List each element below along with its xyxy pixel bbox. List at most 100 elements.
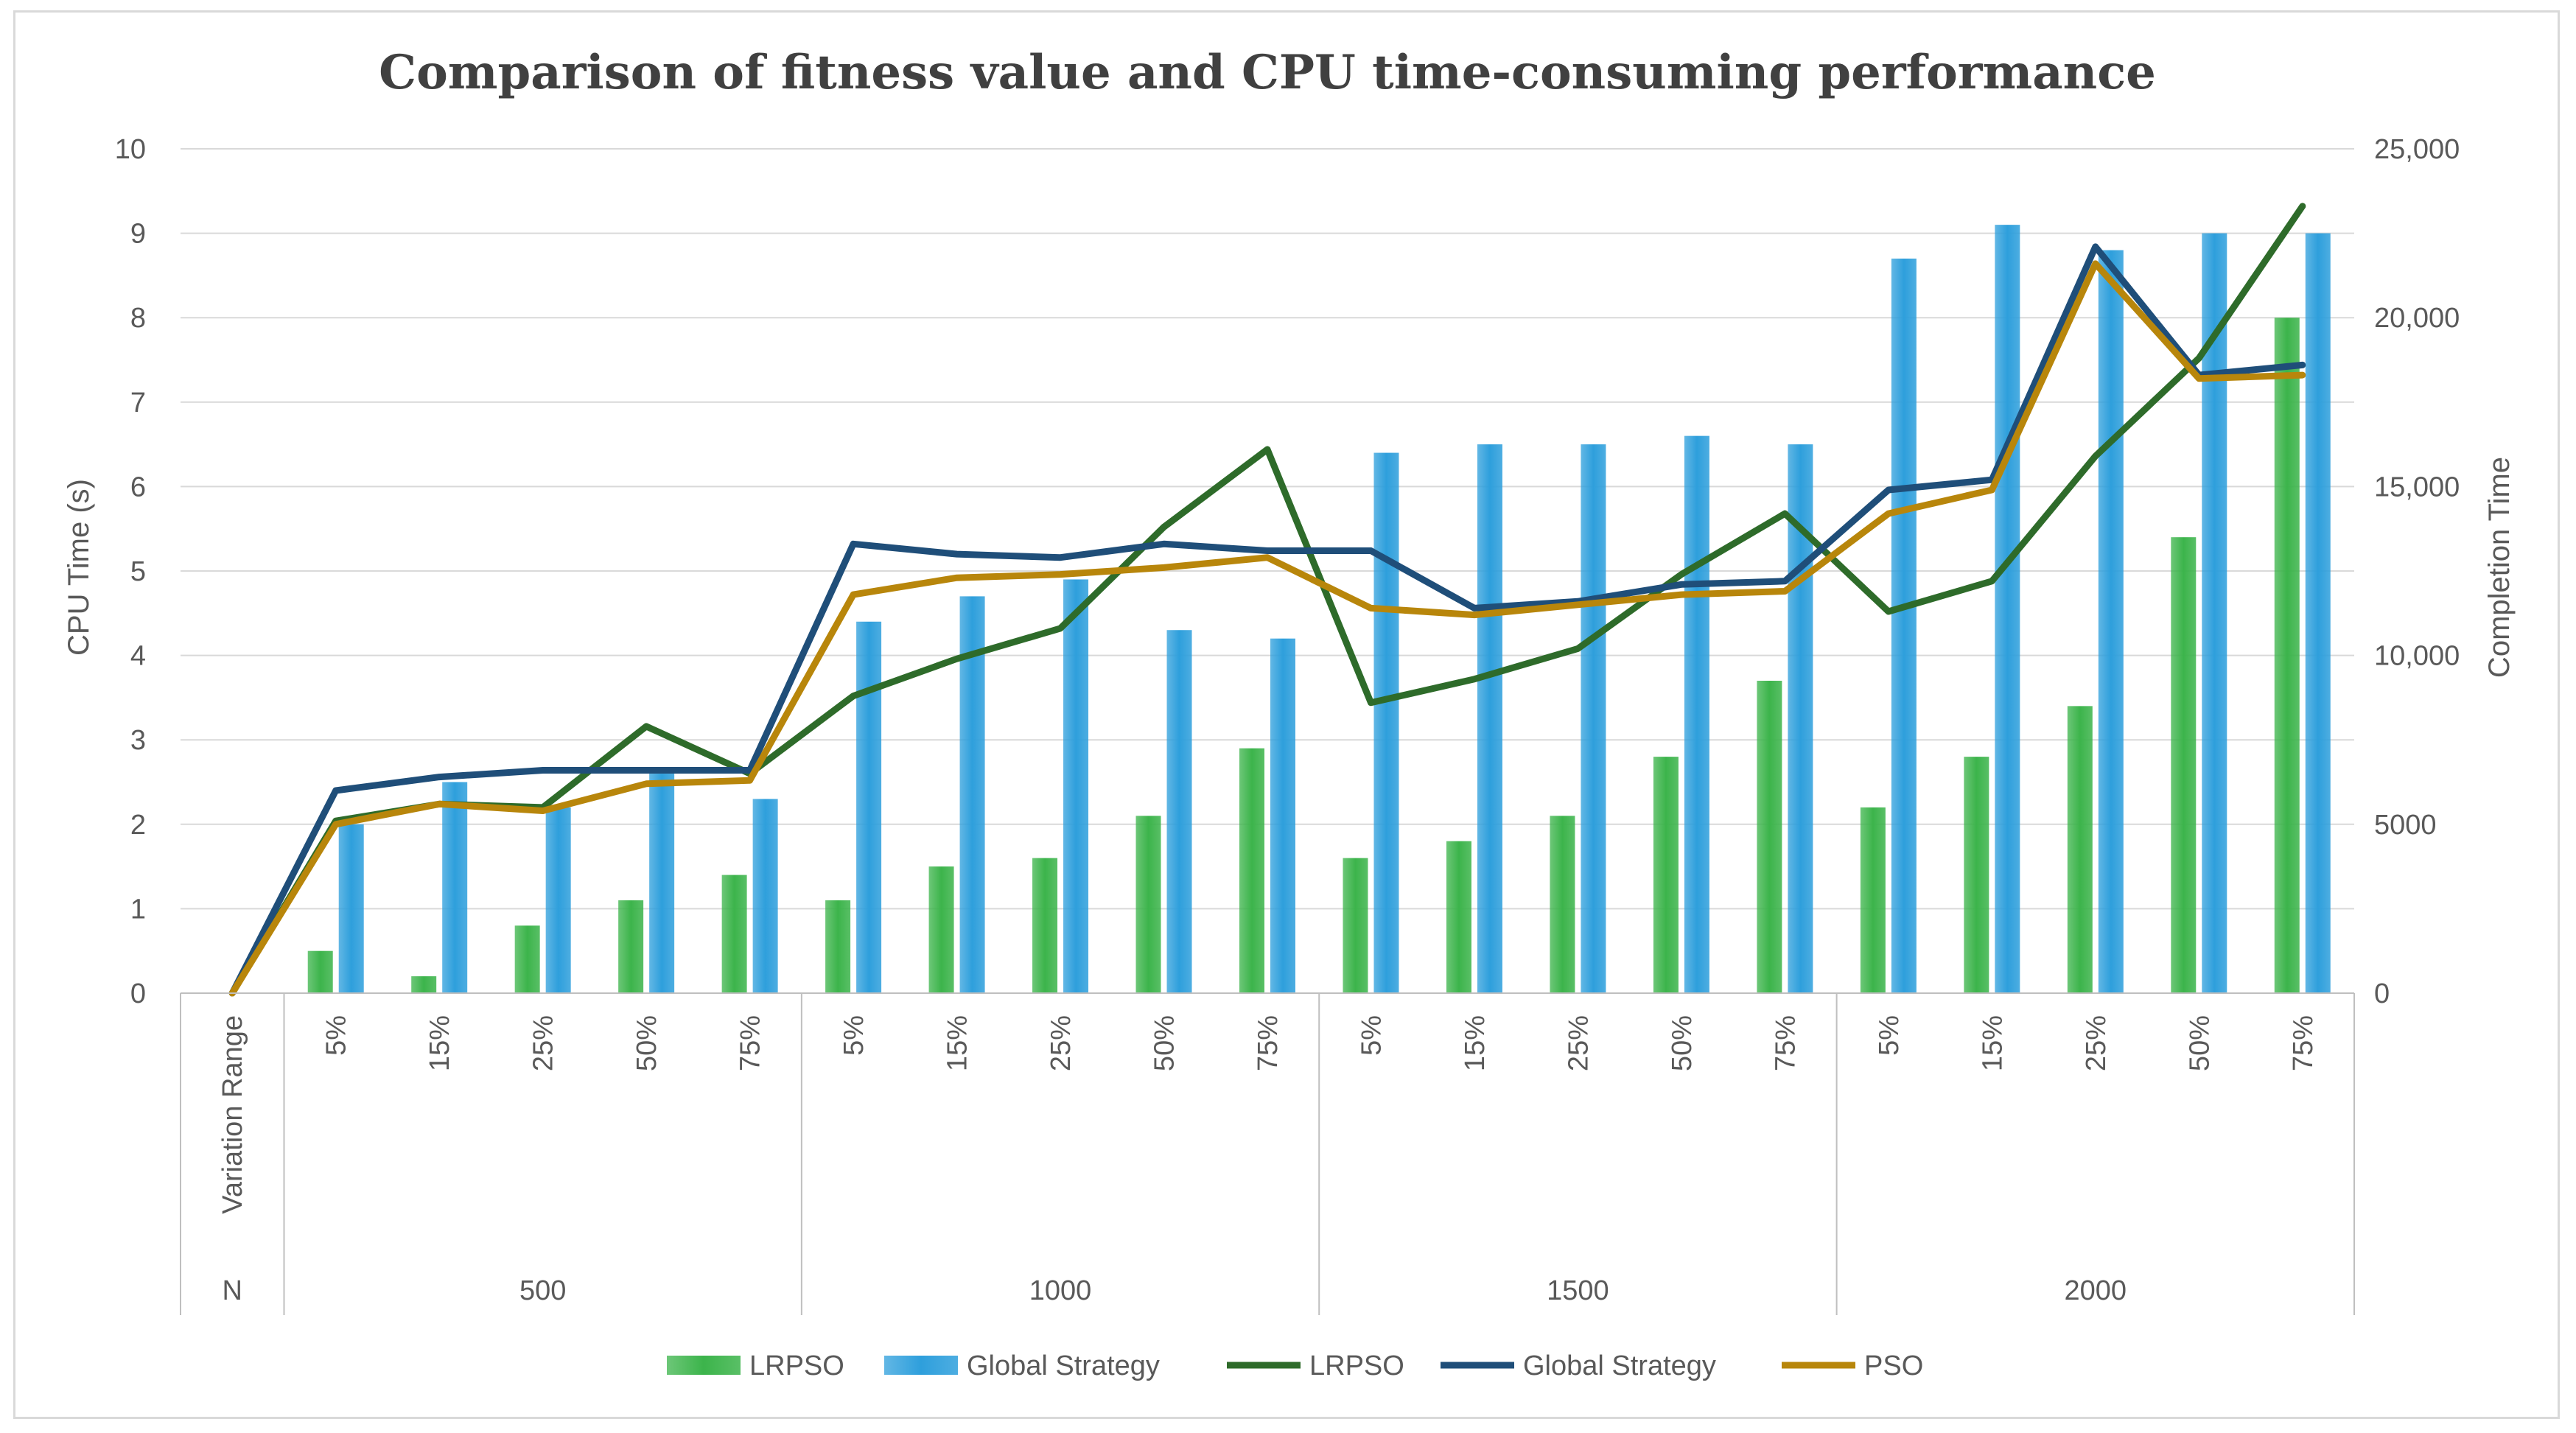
bar-global-strategy bbox=[1891, 258, 1917, 994]
line-global-strategy bbox=[228, 243, 2306, 997]
bar-lrpso bbox=[928, 866, 954, 993]
legend-swatch-bar-global-strategy bbox=[884, 1356, 958, 1375]
bar-lrpso bbox=[1032, 858, 1058, 993]
bar-lrpso bbox=[307, 950, 333, 993]
bar-lrpso bbox=[2274, 318, 2300, 993]
x-subcategory-label: 5% bbox=[839, 1015, 869, 1056]
bar-lrpso bbox=[1239, 748, 1264, 993]
x-subcategory-label: 25% bbox=[2081, 1015, 2112, 1071]
bar-lrpso bbox=[1550, 816, 1575, 993]
y-axis-right-label: Completion Time bbox=[2483, 457, 2516, 678]
bar-lrpso bbox=[1964, 757, 1989, 993]
bar-lrpso bbox=[2171, 537, 2197, 993]
y-left-tick-label: 2 bbox=[130, 810, 146, 841]
bar-global-strategy bbox=[1995, 225, 2020, 993]
y-left-tick-label: 1 bbox=[130, 894, 146, 925]
bar-global-strategy bbox=[545, 807, 571, 993]
x-subcategory-label: 5% bbox=[1356, 1015, 1387, 1056]
x-subcategory-label: 50% bbox=[2184, 1015, 2215, 1071]
x-subcategory-label: 15% bbox=[942, 1015, 973, 1071]
bar-lrpso bbox=[2067, 706, 2093, 993]
y-right-tick-label: 25,000 bbox=[2374, 134, 2460, 165]
bar-global-strategy bbox=[1477, 444, 1502, 993]
bar-lrpso bbox=[1135, 816, 1161, 993]
y-left-tick-label: 9 bbox=[130, 219, 146, 250]
bar-global-strategy bbox=[2098, 250, 2124, 993]
x-subcategory-label: 5% bbox=[321, 1015, 352, 1056]
bar-global-strategy bbox=[1684, 435, 1709, 993]
legend-label: Global Strategy bbox=[967, 1350, 1160, 1381]
x-subcategory-label: 15% bbox=[1977, 1015, 2008, 1071]
y-left-tick-label: 6 bbox=[130, 472, 146, 502]
x-axis-categories: Variation Range N 5% 15% 25% 50% 75% 500 5% 15% 25… bbox=[180, 992, 2355, 1315]
bar-global-strategy bbox=[442, 782, 468, 993]
bar-global-strategy bbox=[2305, 233, 2331, 994]
y-left-tick-label: 5 bbox=[130, 556, 146, 587]
bar-global-strategy bbox=[649, 774, 675, 993]
legend-label: LRPSO bbox=[1309, 1350, 1404, 1381]
bar-lrpso bbox=[618, 900, 644, 993]
legend-label: PSO bbox=[1864, 1350, 1923, 1381]
x-subcategory-label: 75% bbox=[1253, 1015, 1284, 1071]
y-right-tick-label: 20,000 bbox=[2374, 303, 2460, 334]
bar-lrpso bbox=[825, 900, 851, 993]
x-subcategory-label: 50% bbox=[631, 1015, 662, 1071]
bar-global-strategy bbox=[1373, 452, 1399, 993]
bar-global-strategy bbox=[338, 824, 364, 993]
bar-lrpso bbox=[1757, 680, 1782, 993]
y-right-tick-label: 15,000 bbox=[2374, 472, 2460, 502]
y-axis-left-label: CPU Time (s) bbox=[63, 479, 95, 656]
line-series-group bbox=[228, 203, 2306, 997]
y-left-tick-label: 7 bbox=[130, 388, 146, 418]
x-level1-header: Variation Range bbox=[217, 1015, 248, 1214]
bar-global-strategy bbox=[856, 621, 882, 993]
y-left-tick-label: 0 bbox=[130, 978, 146, 1009]
x-group-label: 500 bbox=[519, 1275, 566, 1306]
legend-label: LRPSO bbox=[749, 1350, 844, 1381]
x-subcategory-label: 15% bbox=[1460, 1015, 1491, 1071]
x-subcategory-label: 75% bbox=[2288, 1015, 2319, 1071]
bar-global-strategy bbox=[1581, 444, 1606, 993]
x-subcategory-label: 50% bbox=[1149, 1015, 1180, 1071]
gridlines bbox=[181, 148, 2354, 994]
y-left-tick-label: 8 bbox=[130, 303, 146, 334]
y-right-tick-label: 0 bbox=[2374, 978, 2390, 1009]
y-left-tick-label: 3 bbox=[130, 725, 146, 756]
bar-lrpso bbox=[514, 925, 540, 993]
axes-group: 0 1 2 3 4 5 6 7 8 9 10 0 5000 10,000 15,000 20,000 25,00… bbox=[115, 134, 2460, 1009]
bar-series-group bbox=[307, 225, 2331, 994]
x-group-label: 2000 bbox=[2065, 1275, 2127, 1306]
x-subcategory-label: 50% bbox=[1667, 1015, 1698, 1071]
y-right-tick-label: 10,000 bbox=[2374, 641, 2460, 672]
y-right-tick-label: 5000 bbox=[2374, 810, 2437, 841]
bar-global-strategy bbox=[959, 596, 985, 993]
x-subcategory-label: 15% bbox=[424, 1015, 455, 1071]
y-left-tick-label: 4 bbox=[130, 641, 146, 672]
bar-global-strategy bbox=[1270, 638, 1295, 993]
legend: LRPSO Global Strategy LRPSO Global Strategy… bbox=[667, 1350, 1923, 1381]
x-subcategory-label: 25% bbox=[1046, 1015, 1077, 1071]
legend-swatch-bar-lrpso bbox=[667, 1356, 741, 1375]
bar-lrpso bbox=[1860, 807, 1886, 993]
chart-title: Comparison of fitness value and CPU time… bbox=[379, 45, 2156, 100]
x-subcategory-label: 5% bbox=[1874, 1015, 1905, 1056]
x-level2-header: N bbox=[223, 1275, 242, 1306]
bar-lrpso bbox=[1653, 757, 1679, 993]
line-pso bbox=[228, 260, 2306, 997]
line-lrpso bbox=[228, 203, 2306, 997]
legend-label: Global Strategy bbox=[1523, 1350, 1716, 1381]
bar-global-strategy bbox=[752, 799, 778, 993]
bar-global-strategy bbox=[1063, 579, 1089, 993]
bar-global-strategy bbox=[2202, 233, 2227, 994]
x-group-label: 1500 bbox=[1547, 1275, 1609, 1306]
x-subcategory-label: 75% bbox=[1770, 1015, 1801, 1071]
x-subcategory-label: 25% bbox=[528, 1015, 559, 1071]
x-subcategory-label: 25% bbox=[1563, 1015, 1594, 1071]
x-subcategory-label: 75% bbox=[735, 1015, 766, 1071]
y-left-tick-label: 10 bbox=[115, 134, 146, 165]
x-group-label: 1000 bbox=[1029, 1275, 1092, 1306]
bar-lrpso bbox=[1343, 858, 1368, 993]
bar-lrpso bbox=[411, 976, 437, 993]
bar-lrpso bbox=[721, 875, 747, 993]
